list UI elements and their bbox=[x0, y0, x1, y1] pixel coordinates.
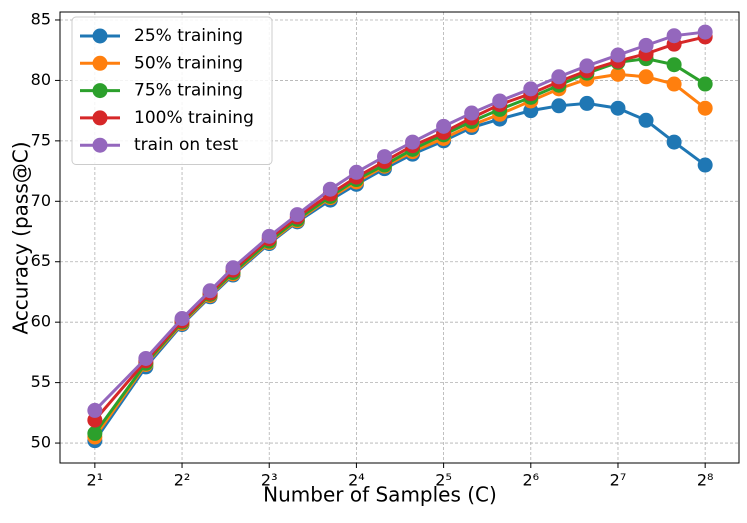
data-point bbox=[87, 402, 103, 418]
y-tick-label: 60 bbox=[31, 312, 51, 331]
data-point bbox=[87, 425, 103, 441]
data-point bbox=[464, 105, 480, 121]
data-point bbox=[225, 260, 241, 276]
data-point bbox=[523, 81, 539, 97]
data-point bbox=[138, 350, 154, 366]
data-point bbox=[174, 311, 190, 327]
data-point bbox=[638, 37, 654, 53]
data-point bbox=[436, 118, 452, 134]
x-tick-label: 2⁷ bbox=[610, 471, 627, 490]
y-tick-label: 75 bbox=[31, 130, 51, 149]
data-point bbox=[610, 100, 626, 116]
x-tick-label: 2⁸ bbox=[697, 471, 714, 490]
data-point bbox=[610, 47, 626, 63]
data-point bbox=[492, 93, 508, 109]
x-axis-label: Number of Samples (C) bbox=[263, 483, 497, 507]
x-tick-label: 2⁵ bbox=[435, 471, 452, 490]
legend-marker bbox=[92, 55, 108, 71]
y-tick-label: 55 bbox=[31, 372, 51, 391]
x-tick-label: 2² bbox=[174, 471, 191, 490]
data-point bbox=[697, 24, 713, 40]
data-point bbox=[405, 134, 421, 150]
data-point bbox=[579, 95, 595, 111]
legend-marker bbox=[92, 110, 108, 126]
legend-label: 100% training bbox=[134, 108, 254, 128]
x-tick-label: 2⁴ bbox=[348, 471, 365, 490]
data-point bbox=[697, 157, 713, 173]
data-point bbox=[666, 57, 682, 73]
data-point bbox=[551, 69, 567, 85]
legend-label: train on test bbox=[134, 135, 239, 155]
data-point bbox=[610, 66, 626, 82]
y-tick-label: 70 bbox=[31, 191, 51, 210]
data-point bbox=[376, 149, 392, 165]
data-point bbox=[261, 228, 277, 244]
data-point bbox=[322, 181, 338, 197]
y-tick-label: 85 bbox=[31, 9, 51, 28]
data-point bbox=[666, 76, 682, 92]
data-point bbox=[697, 100, 713, 116]
legend-box bbox=[71, 16, 273, 165]
y-tick-label: 50 bbox=[31, 433, 51, 452]
x-tick-label: 2³ bbox=[261, 471, 278, 490]
legend-marker bbox=[92, 137, 108, 153]
data-point bbox=[202, 283, 218, 299]
legend-marker bbox=[92, 28, 108, 44]
data-point bbox=[289, 207, 305, 223]
legend-label: 50% training bbox=[134, 53, 243, 73]
legend-label: 75% training bbox=[134, 81, 243, 101]
data-point bbox=[348, 164, 364, 180]
plot-frame bbox=[59, 11, 740, 464]
legend-marker bbox=[92, 83, 108, 99]
data-point bbox=[697, 76, 713, 92]
x-tick-label: 2⁶ bbox=[522, 471, 539, 490]
legend-label: 25% training bbox=[134, 26, 243, 46]
x-tick-label: 2¹ bbox=[87, 471, 104, 490]
data-point bbox=[551, 98, 567, 114]
data-point bbox=[638, 69, 654, 85]
data-point bbox=[666, 134, 682, 150]
y-axis-label: Accuracy (pass@C) bbox=[9, 141, 33, 334]
data-point bbox=[666, 28, 682, 44]
data-point bbox=[638, 112, 654, 128]
y-tick-label: 80 bbox=[31, 70, 51, 89]
data-point bbox=[579, 58, 595, 74]
y-tick-label: 65 bbox=[31, 251, 51, 270]
